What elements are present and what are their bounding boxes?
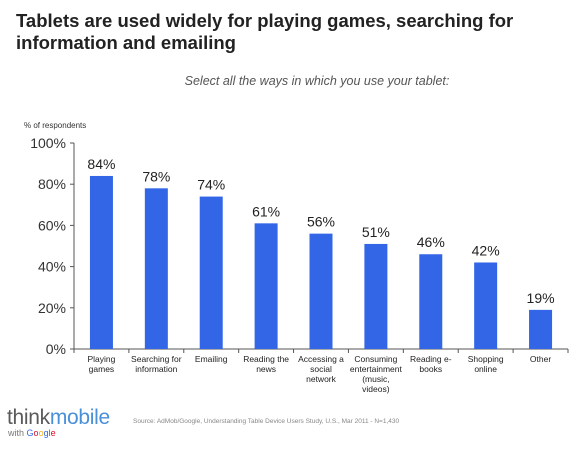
data-label: 56% [307,214,335,230]
bar [474,262,498,349]
category-label: Accessing a social network [298,354,344,384]
logo-mobile-text: mobile [49,406,110,429]
category-label: Reading e-books [410,354,452,374]
bar [144,188,168,349]
logo-with-text: with [8,428,25,438]
google-letter: o [38,428,44,438]
bar [529,309,553,349]
y-tick-label: 40% [38,259,66,275]
data-label: 78% [142,168,170,184]
category-label: Other [530,354,551,364]
data-label: 42% [472,242,500,258]
y-axis-label: % of respondents [24,121,87,130]
source-note: Source: AdMob/Google, Understanding Tabl… [133,418,400,425]
bar [419,254,443,349]
bar [89,175,113,349]
y-tick-label: 80% [38,176,66,192]
chart-title: Tablets are used widely for playing game… [16,10,514,53]
google-letter: g [43,428,49,438]
y-tick-label: 100% [30,135,66,151]
google-letter: l [48,428,51,438]
data-label: 74% [197,177,225,193]
bar [309,233,333,349]
thinkmobile-logo: thinkmobile with Google [7,406,110,439]
category-label: Emailing [195,354,228,364]
y-tick-label: 60% [38,217,66,233]
google-letter: o [33,428,39,438]
bar [254,223,278,349]
chart-subtitle: Select all the ways in which you use you… [184,74,450,88]
logo-think-text: think [7,406,50,429]
category-label: Consuming entertainment (music, videos) [350,354,403,394]
data-label: 84% [87,156,115,172]
bar [364,243,388,349]
y-tick-label: 0% [46,341,66,357]
category-label: Shopping online [468,354,504,374]
category-label: Reading the news [243,354,289,374]
data-label: 19% [527,290,555,306]
category-label: Playing games [87,354,115,374]
google-letter: G [26,428,34,438]
data-label: 51% [362,224,390,240]
y-tick-label: 20% [38,300,66,316]
logo-with-google: with Google [8,428,110,438]
bar [199,196,223,349]
data-label: 61% [252,203,280,219]
category-label: Searching for information [131,354,182,374]
google-letter: e [50,428,56,438]
data-label: 46% [417,234,445,250]
